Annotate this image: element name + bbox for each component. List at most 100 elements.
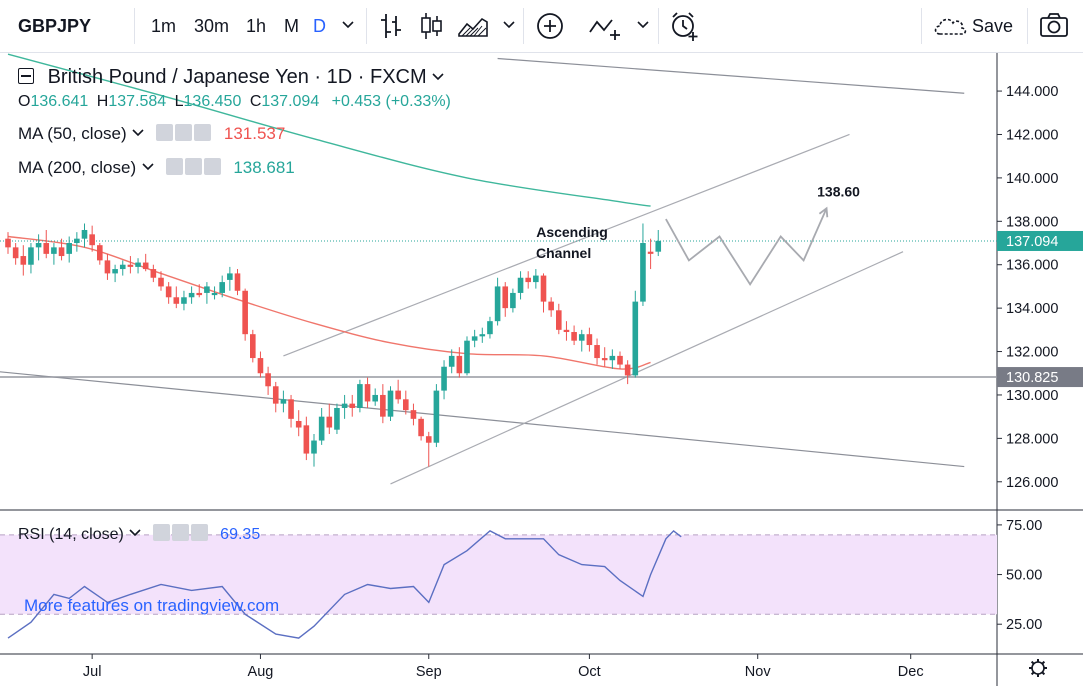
chevron-down-icon[interactable] <box>502 18 516 32</box>
candle <box>204 282 210 304</box>
save-button[interactable]: Save <box>972 16 1014 36</box>
toolbar-divider <box>366 8 367 44</box>
indicators-icon[interactable] <box>587 10 625 42</box>
price-tick-label: 134.000 <box>1006 301 1058 317</box>
candle-body <box>571 332 577 341</box>
candle-body <box>556 310 562 330</box>
candle <box>571 325 577 346</box>
candle <box>334 403 340 435</box>
chevron-down-icon[interactable] <box>131 127 145 139</box>
candle-body <box>448 355 455 367</box>
candle-body <box>632 301 639 376</box>
chevron-down-icon[interactable] <box>432 71 444 83</box>
price-tag-label: 137.094 <box>1006 234 1058 250</box>
close-icon[interactable] <box>190 524 208 541</box>
rsi-value: 69.35 <box>220 526 261 543</box>
candle-body <box>433 390 440 443</box>
rsi-tick-label: 50.00 <box>1006 568 1042 584</box>
close-icon[interactable] <box>194 124 212 141</box>
collapse-legend-icon[interactable] <box>18 68 34 84</box>
candle <box>227 266 233 291</box>
visibility-icon[interactable] <box>156 124 174 141</box>
compare-plus-icon[interactable] <box>535 10 565 42</box>
candle-body <box>288 399 294 419</box>
candle-body <box>586 334 593 346</box>
candle <box>97 243 103 265</box>
candle <box>479 327 486 343</box>
interval-day[interactable]: D <box>313 16 326 36</box>
candle <box>425 431 432 467</box>
camera-icon[interactable] <box>1038 10 1070 42</box>
chevron-down-icon[interactable] <box>128 527 142 539</box>
interval-30m[interactable]: 30m <box>194 16 230 36</box>
candle <box>242 288 248 341</box>
candle-body <box>387 390 394 417</box>
ma50-value: 131.537 <box>223 124 286 143</box>
settings-gear-icon[interactable] <box>1029 659 1047 677</box>
candle-body <box>181 297 187 304</box>
candle-body <box>464 340 470 374</box>
price-tag-label: 130.825 <box>1006 370 1058 386</box>
candle <box>43 229 50 259</box>
visibility-icon[interactable] <box>165 158 183 175</box>
bar-style-icon[interactable] <box>378 10 404 42</box>
candle <box>624 360 631 385</box>
candle-body <box>349 403 356 408</box>
time-tick-label: Jul <box>83 664 102 680</box>
toolbar-divider <box>134 8 135 44</box>
candle-body <box>188 292 195 298</box>
candle <box>655 229 662 257</box>
candle <box>441 360 447 400</box>
candle <box>81 223 88 248</box>
area-style-icon[interactable] <box>456 10 490 42</box>
price-tick-label: 128.000 <box>1006 431 1058 447</box>
gear-icon[interactable] <box>175 124 193 141</box>
channel-annotation-line2: Channel <box>536 245 591 261</box>
candle <box>448 349 455 374</box>
candle <box>395 379 401 404</box>
ma50-legend[interactable]: MA (50, close) 131.537 <box>18 124 285 144</box>
candle-body <box>357 384 363 408</box>
interval-1m[interactable]: 1m <box>151 16 177 36</box>
price-tag-background <box>997 367 1083 388</box>
candle <box>165 282 172 304</box>
candle <box>5 232 11 254</box>
toolbar-divider <box>523 8 524 44</box>
candle-body <box>104 260 111 274</box>
ma200-legend[interactable]: MA (200, close) 138.681 <box>18 158 295 178</box>
candle-body <box>250 334 256 359</box>
candle-body <box>655 240 662 252</box>
alert-icon[interactable] <box>668 10 702 42</box>
chevron-down-icon[interactable] <box>341 18 355 32</box>
rsi-legend[interactable]: RSI (14, close) 69.35 <box>18 524 260 544</box>
chevron-down-icon[interactable] <box>636 18 650 32</box>
candle <box>341 394 348 419</box>
candle-body <box>601 358 608 361</box>
candle <box>89 225 95 252</box>
candle-body <box>617 355 623 365</box>
rsi-line <box>7 529 682 639</box>
tradingview-watermark[interactable]: More features on tradingview.com <box>24 596 280 615</box>
ma50-label: MA (50, close) <box>18 124 127 143</box>
candle <box>303 416 310 461</box>
visibility-icon[interactable] <box>152 524 170 541</box>
symbol-search[interactable]: GBPJPY <box>18 16 92 36</box>
chevron-down-icon[interactable] <box>141 161 155 173</box>
close-icon[interactable] <box>203 158 221 175</box>
gear-icon[interactable] <box>184 158 202 175</box>
time-tick-label: Oct <box>578 664 601 680</box>
candle-style-icon[interactable] <box>418 10 444 42</box>
candle-body <box>395 390 401 400</box>
gear-icon[interactable] <box>171 524 189 541</box>
candle <box>295 410 302 437</box>
candle <box>119 260 126 276</box>
ma200-line <box>7 53 651 207</box>
interval-month[interactable]: M <box>284 16 299 36</box>
candle-body <box>97 245 103 261</box>
interval-1h[interactable]: 1h <box>246 16 267 36</box>
close-label: C <box>249 93 262 110</box>
toolbar-divider <box>921 8 922 44</box>
open-value: 136.641 <box>30 93 89 110</box>
candle <box>433 384 440 448</box>
